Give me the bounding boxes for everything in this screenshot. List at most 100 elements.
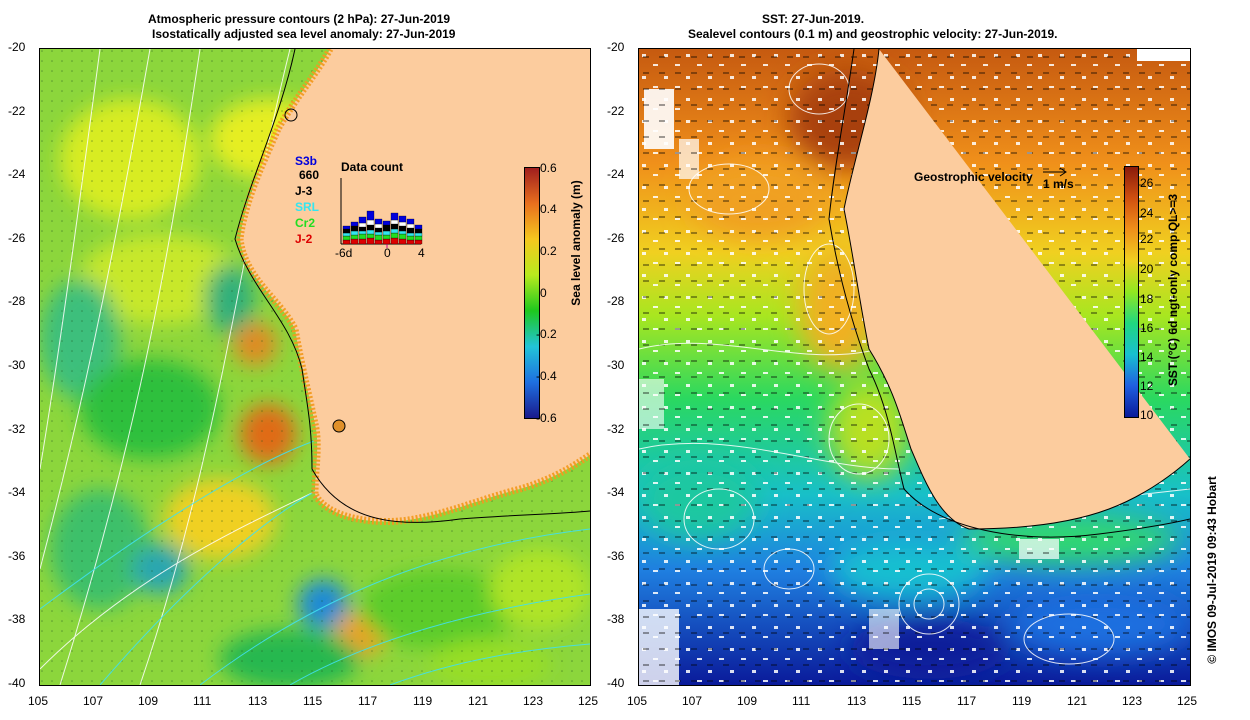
right-lat-tick-38: -38 [607,612,625,626]
sla-tick-0.4: 0.4 [540,202,557,216]
histogram-bar [390,232,399,239]
histogram-bar [366,210,375,221]
right-lon-tick-109: 109 [737,694,758,708]
sst-tick-18: 18 [1140,292,1154,306]
histogram-bar [358,216,367,224]
velocity-scale-label: 1 m/s [1043,177,1074,191]
histogram-bar [406,223,415,229]
left-lon-tick-119: 119 [413,694,433,708]
coastal-sla-band [236,49,590,526]
left-lat-tick-40: -40 [8,676,26,690]
right-lon-tick-123: 123 [1122,694,1143,708]
australia-land-right [844,49,1190,529]
right-lon-tick-105: 105 [627,694,648,708]
histogram-bar [382,234,391,240]
sst-map: Geostrophic velocity 1 m/s [638,48,1191,686]
sst-colorbar [1124,166,1139,418]
sst-tick-22: 22 [1140,232,1154,246]
left-lat-axis: -20 -22 -24 -26 -28 -30 -32 -34 -36 -38 … [0,40,36,692]
histogram-bar [382,224,391,232]
histogram-bar [342,225,351,230]
mission-label-s3b: S3b [295,154,318,168]
right-lon-tick-115: 115 [902,694,922,708]
histogram-bar [390,223,399,230]
histogram-bar [382,230,391,236]
left-title-line2: Isostatically adjusted sea level anomaly… [152,27,456,41]
velocity-scale-arrow [1043,167,1067,177]
sla-tick-neg0.2: -0.2 [536,327,557,341]
histogram-bar [414,232,423,237]
mission-label-cr2: Cr2 [295,216,316,230]
right-lat-tick-24: -24 [607,167,625,181]
data-count-axis-end: 4 [418,246,425,260]
histogram-bar [358,238,367,245]
australia-land-left [240,49,590,522]
histogram-bar [398,230,407,235]
histogram-bar [342,235,351,241]
sst-colorbar-ticks: 26 24 22 20 18 16 14 12 10 [1140,168,1164,428]
left-lon-tick-115: 115 [303,694,323,708]
left-lat-tick-20: -20 [8,40,26,54]
coastline-right [843,49,1190,530]
data-count-histogram [340,178,423,248]
histogram-bar [398,233,407,240]
right-lon-tick-121: 121 [1067,694,1088,708]
histogram-bar [398,221,407,227]
right-lat-tick-30: -30 [607,358,625,372]
histogram-bar [342,228,351,234]
histogram-bar [366,233,375,239]
histogram-bar [358,230,367,235]
histogram-bar [390,228,399,234]
sst-tick-24: 24 [1140,206,1154,220]
sla-tick-0.6: 0.6 [540,161,557,175]
histogram-bar [390,212,399,221]
right-lat-tick-34: -34 [607,485,625,499]
histogram-bar [342,239,351,245]
sst-colorbar-label: SST (°C) 6d ngt-only comp QL>=3 [1166,193,1180,387]
tide-gauge-south [332,419,346,433]
sla-colorbar-label: Sea level anomaly (m) [569,180,583,306]
left-lat-tick-24: -24 [8,167,26,181]
mission-label-srl: SRL [295,200,319,214]
right-lon-tick-107: 107 [682,694,703,708]
histogram-bar [406,239,415,245]
histogram-bar [390,219,399,225]
sla-tick-neg0.4: -0.4 [536,369,557,383]
sst-tick-20: 20 [1140,262,1154,276]
histogram-bar [390,237,399,245]
histogram-bar [414,224,423,230]
histogram-bar [366,219,375,226]
histogram-bar [350,230,359,236]
histogram-bar [358,233,367,240]
sla-colorbar [524,167,540,419]
histogram-bar [350,225,359,232]
sla-colorbar-ticks: 0.6 0.4 0.2 0 -0.2 -0.4 -0.6 [536,161,570,425]
velocity-legend-label: Geostrophic velocity [914,170,1033,184]
histogram-bar [342,232,351,237]
left-lat-tick-30: -30 [8,358,26,372]
right-lat-tick-26: -26 [607,231,625,245]
histogram-bar [366,224,375,231]
sst-tick-10: 10 [1140,408,1154,422]
sst-tick-26: 26 [1140,176,1154,190]
right-lat-tick-20: -20 [607,40,625,54]
right-lat-tick-22: -22 [607,104,625,118]
left-lon-tick-123: 123 [523,694,544,708]
histogram-bar [398,225,407,232]
histogram-bar [374,234,383,241]
right-lon-tick-119: 119 [1012,694,1032,708]
data-count-axis-zero: 0 [384,246,391,260]
histogram-bar [374,218,383,225]
left-title-line1: Atmospheric pressure contours (2 hPa): 2… [148,12,451,26]
shelf-isobath [234,49,590,523]
sla-tick-neg0.6: -0.6 [536,411,557,425]
left-lat-tick-26: -26 [8,231,26,245]
left-lat-tick-38: -38 [8,612,26,626]
left-lat-tick-34: -34 [8,485,26,499]
right-lat-tick-40: -40 [607,676,625,690]
data-count-title: Data count [341,160,404,174]
histogram-bar [398,215,407,223]
right-lat-tick-32: -32 [607,422,625,436]
right-lat-tick-36: -36 [607,549,625,563]
histogram-bar [406,227,415,234]
